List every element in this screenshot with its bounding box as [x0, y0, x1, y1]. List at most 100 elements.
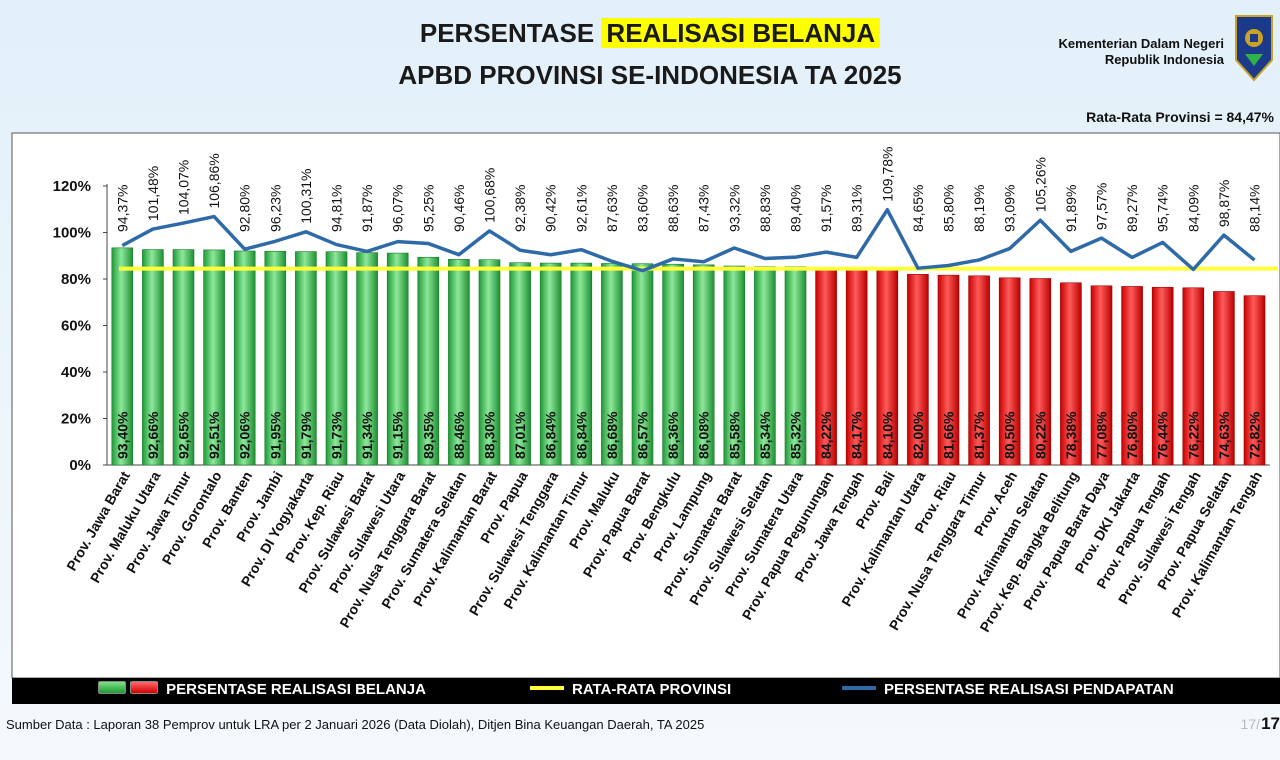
bar: [1029, 278, 1052, 466]
line-value-label: 89,40%: [788, 185, 804, 232]
legend-blue-line: [842, 686, 876, 690]
bar: [172, 249, 195, 466]
bars-layer: [111, 247, 1266, 466]
bar-value-label: 84,17%: [849, 411, 865, 459]
bar-value-label: 84,22%: [818, 411, 834, 459]
bar-value-label: 80,22%: [1032, 411, 1048, 459]
bar-value-label: 86,36%: [665, 411, 681, 459]
legend-belanja: PERSENTASE REALISASI BELANJA: [98, 681, 426, 698]
lines-layer: [119, 208, 1278, 273]
bar-value-label: 76,44%: [1155, 411, 1171, 459]
bar-value-label: 86,84%: [573, 411, 589, 459]
bar-value-label: 91,34%: [359, 411, 375, 459]
bar-chart: 0% 20% 40% 60% 80% 100% 120% 93,40% 92,66% 92,65…: [11, 132, 1280, 679]
bar: [601, 263, 623, 466]
line-value-label: 88,63%: [665, 185, 681, 232]
bar: [539, 262, 562, 466]
line-value-label: 88,19%: [971, 185, 987, 232]
line-value-label: 98,87%: [1216, 180, 1232, 227]
line-value-label: 106,86%: [206, 153, 222, 208]
bar: [937, 274, 960, 466]
bar: [478, 259, 501, 466]
line-value-label: 95,25%: [420, 185, 436, 232]
bar-value-label: 89,35%: [420, 411, 436, 459]
line-value-label: 94,37%: [114, 185, 130, 232]
bar: [754, 266, 776, 466]
y-tick-label: 0%: [69, 457, 91, 474]
line-value-label: 92,38%: [512, 185, 528, 232]
bar-value-label: 76,80%: [1124, 411, 1140, 459]
bar-value-label: 86,08%: [696, 411, 712, 459]
bar-value-label: 92,66%: [145, 411, 161, 459]
bar: [692, 264, 715, 466]
line-value-label: 89,27%: [1124, 185, 1140, 232]
legend: PERSENTASE REALISASI BELANJA RATA-RATA P…: [12, 678, 1280, 704]
line-value-label: 88,14%: [1247, 185, 1263, 232]
line-value-label: 92,80%: [237, 185, 253, 232]
bar: [509, 262, 531, 466]
y-tick-label: 20%: [61, 411, 91, 428]
line-value-label: 96,07%: [390, 185, 406, 232]
bar-value-label: 86,57%: [635, 411, 651, 459]
bar: [1060, 282, 1082, 466]
line-value-label: 109,78%: [879, 146, 895, 201]
ministry-line-2: Republik Indonesia: [1104, 52, 1224, 67]
line-value-label: 96,23%: [267, 185, 283, 232]
y-tick-label: 80%: [61, 271, 91, 288]
bar: [1121, 286, 1143, 466]
line-value-label: 94,81%: [329, 185, 345, 232]
line-value-label: 93,32%: [726, 185, 742, 232]
bar: [1151, 286, 1174, 466]
y-tick-label: 60%: [61, 318, 91, 335]
bar-value-label: 81,66%: [941, 411, 957, 459]
bar-value-label: 85,34%: [757, 411, 773, 459]
bar-value-label: 92,65%: [176, 411, 192, 459]
average-value-label: Rata-Rata Provinsi = 84,47%: [1086, 109, 1274, 125]
bar-value-label: 86,68%: [604, 411, 620, 459]
bar-value-label: 78,38%: [1063, 411, 1079, 459]
legend-rata-label: RATA-RATA PROVINSI: [572, 681, 732, 698]
bar: [1243, 295, 1266, 466]
bar: [325, 251, 348, 466]
line-value-label: 90,46%: [451, 185, 467, 232]
bar-value-label: 82,00%: [910, 411, 926, 459]
bar-value-label: 91,73%: [329, 411, 345, 459]
bar-value-label: 77,08%: [1094, 411, 1110, 459]
line-value-label: 89,31%: [849, 185, 865, 232]
bar-value-label: 88,46%: [451, 411, 467, 459]
ministry-name: Kementerian Dalam Negeri Republik Indone…: [1059, 36, 1224, 68]
labels-layer: 93,40% 92,66% 92,65% 92,51% 92,06% 91,95% 91,7…: [63, 146, 1265, 634]
line-value-label: 91,57%: [818, 185, 834, 232]
bar-value-label: 88,30%: [482, 411, 498, 459]
bar-value-label: 72,82%: [1247, 411, 1263, 459]
line-value-label: 84,65%: [910, 185, 926, 232]
bar-value-label: 92,51%: [206, 411, 222, 459]
legend-green-swatch: [98, 681, 126, 694]
bar-value-label: 80,50%: [1002, 411, 1018, 459]
legend-pendapatan-label: PERSENTASE REALISASI PENDAPATAN: [884, 681, 1174, 698]
bar-value-label: 84,10%: [879, 411, 895, 459]
bar-value-label: 74,63%: [1216, 411, 1232, 459]
page-number: 17: [1261, 714, 1280, 733]
chart-subtitle: APBD PROVINSI SE-INDONESIA TA 2025: [398, 60, 902, 90]
title-highlight: REALISASI BELANJA: [601, 18, 881, 48]
pendapatan-line: [121, 208, 1256, 273]
line-value-label: 91,89%: [1063, 185, 1079, 232]
line-value-label: 91,87%: [359, 185, 375, 232]
bar-value-label: 92,06%: [237, 411, 253, 459]
bar: [631, 263, 654, 466]
bar-value-label: 91,15%: [390, 411, 406, 459]
bar-value-label: 93,40%: [114, 411, 130, 459]
source-note: Sumber Data : Laporan 38 Pemprov untuk L…: [6, 717, 705, 732]
bar: [448, 259, 470, 466]
legend-pendapatan: PERSENTASE REALISASI PENDAPATAN: [842, 681, 1174, 698]
bar: [662, 263, 684, 466]
bar: [264, 250, 287, 466]
ministry-emblem-icon: [1235, 15, 1273, 82]
line-value-label: 83,60%: [635, 185, 651, 232]
line-value-label: 85,80%: [941, 185, 957, 232]
legend-red-swatch: [130, 681, 158, 694]
line-value-label: 100,68%: [482, 168, 498, 223]
line-value-label: 92,61%: [573, 185, 589, 232]
y-tick-label: 120%: [53, 178, 91, 195]
